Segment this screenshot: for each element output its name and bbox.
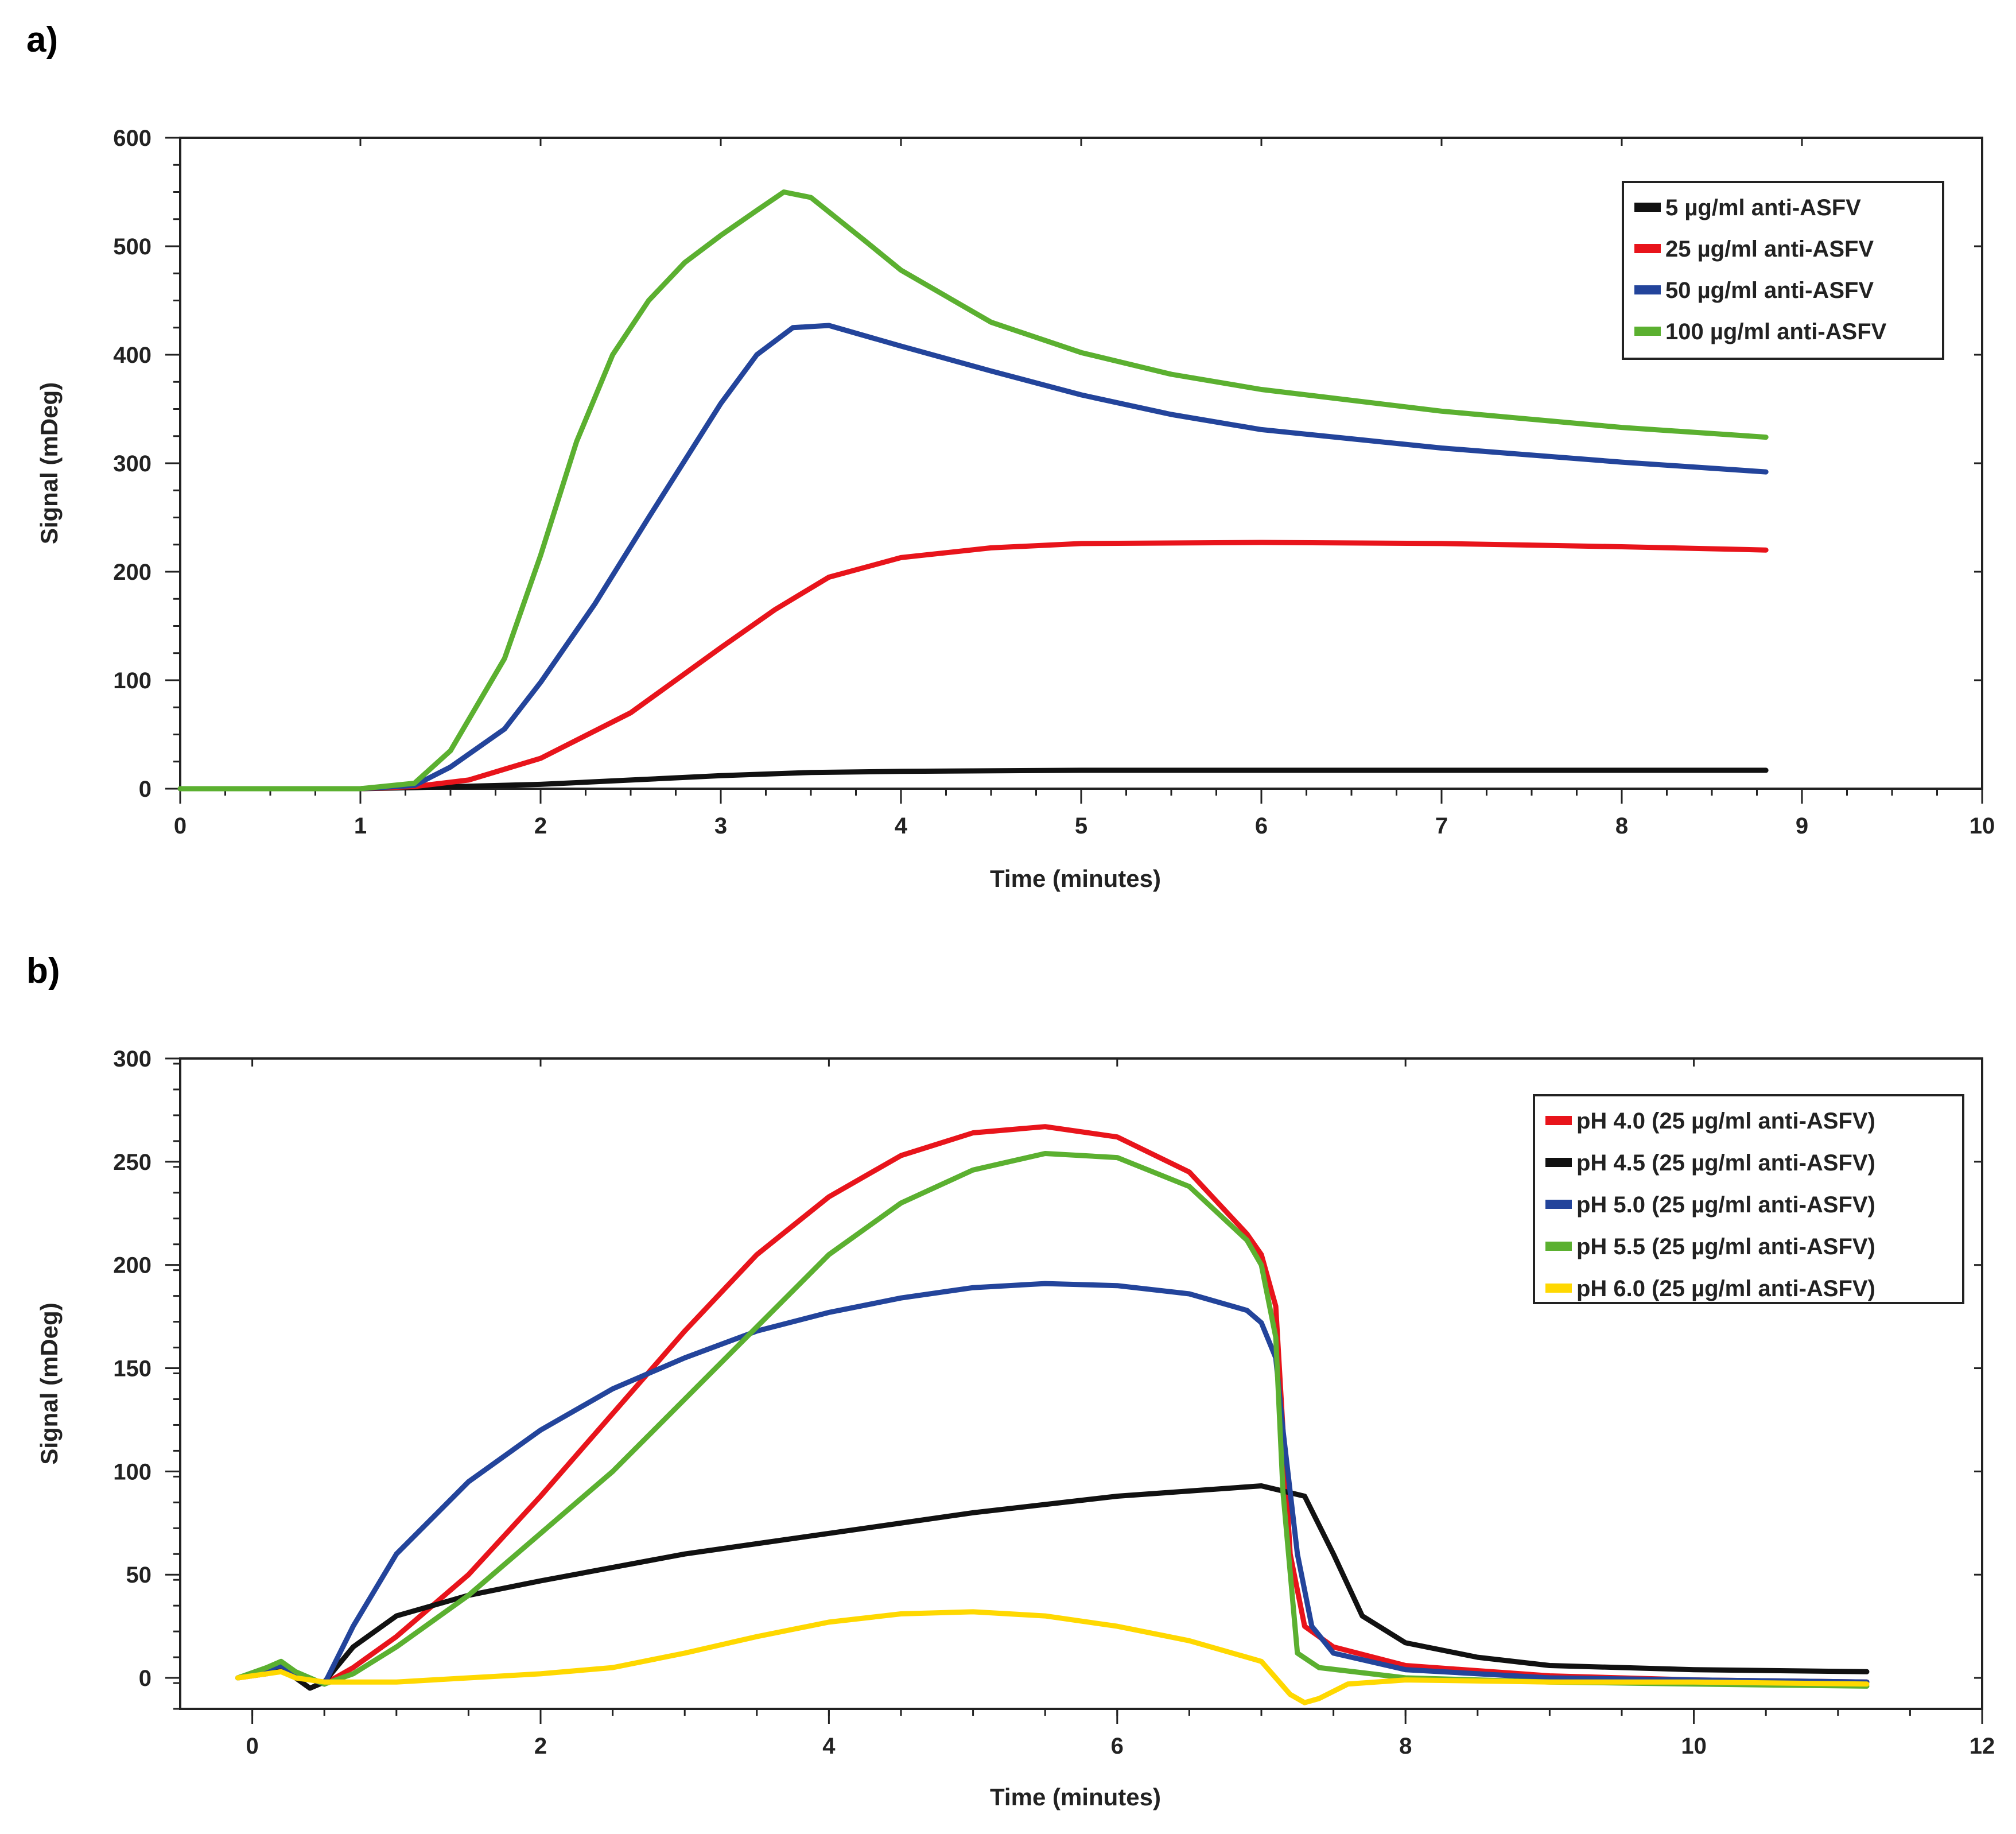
x-tick-label: 9: [1796, 813, 1808, 839]
series-line-2: [177, 540, 1769, 792]
y-tick-label: 100: [113, 1459, 152, 1484]
legend-label: 50 µg/ml anti-ASFV: [1665, 278, 1874, 303]
y-axis-title: Signal (mDeg): [36, 382, 63, 544]
legend-box: [1622, 181, 1944, 360]
legend-swatch: [1634, 244, 1661, 253]
legend-swatch: [1634, 327, 1661, 336]
x-tick-label: 4: [895, 813, 908, 839]
x-tick-label: 8: [1615, 813, 1628, 839]
legend-label: pH 6.0 (25 µg/ml anti-ASFV): [1576, 1276, 1875, 1301]
x-tick-label: 10: [1970, 813, 1995, 839]
y-tick-label: 100: [113, 668, 152, 693]
legend-swatch: [1545, 1158, 1572, 1167]
x-tick-label: 4: [822, 1734, 836, 1759]
y-tick-label: 0: [139, 1666, 152, 1691]
legend-swatch: [1545, 1200, 1572, 1209]
legend: 5 µg/ml anti-ASFV 25 µg/ml anti-ASFV 50 µg…: [1622, 181, 1944, 360]
y-tick-label: 300: [113, 451, 152, 476]
chart-panel-b: b) 0 2 4 6 8 10 12 0 50 100 150 200 250 300 Time (minut…: [26, 951, 1995, 1810]
legend-label: pH 5.0 (25 µg/ml anti-ASFV): [1576, 1192, 1875, 1218]
legend: pH 4.0 (25 µg/ml anti-ASFV) pH 4.5 (25 µg…: [1533, 1094, 1964, 1304]
legend-label: 100 µg/ml anti-ASFV: [1665, 319, 1887, 344]
x-tick-label: 3: [714, 813, 727, 839]
series-line-3: [177, 323, 1769, 792]
y-tick-label: 500: [113, 234, 152, 259]
x-tick-label: 10: [1681, 1734, 1707, 1759]
y-tick-label: 600: [113, 126, 152, 151]
y-tick-label: 50: [126, 1562, 152, 1588]
y-tick-label: 200: [113, 560, 152, 585]
series-line-3: [235, 1281, 1870, 1687]
series-line-2: [235, 1483, 1870, 1691]
x-tick-label: 6: [1111, 1734, 1124, 1759]
legend-label: pH 5.5 (25 µg/ml anti-ASFV): [1576, 1234, 1875, 1259]
x-tick-label: 2: [534, 813, 547, 839]
legend-label: pH 4.0 (25 µg/ml anti-ASFV): [1576, 1108, 1875, 1134]
legend-swatch: [1545, 1116, 1572, 1125]
panel-label: a): [26, 20, 58, 60]
legend-swatch: [1545, 1242, 1572, 1251]
y-tick-label: 300: [113, 1046, 152, 1072]
y-tick-label: 0: [139, 777, 152, 802]
y-tick-label: 400: [113, 343, 152, 368]
y-axis-title: Signal (mDeg): [36, 1302, 63, 1464]
x-tick-label: 12: [1970, 1734, 1995, 1759]
x-tick-label: 1: [354, 813, 367, 839]
legend-label: pH 4.5 (25 µg/ml anti-ASFV): [1576, 1150, 1875, 1176]
series-line-5: [235, 1609, 1870, 1705]
legend-label: 5 µg/ml anti-ASFV: [1665, 195, 1861, 220]
x-axis-title: Time (minutes): [990, 865, 1161, 892]
plot-frame: [179, 1057, 1983, 1710]
series-line-4: [177, 189, 1769, 792]
series-line-4: [235, 1151, 1870, 1689]
panel-label: b): [26, 951, 60, 991]
y-tick-label: 200: [113, 1253, 152, 1278]
legend-label: 25 µg/ml anti-ASFV: [1665, 236, 1874, 262]
legend-box: [1533, 1094, 1964, 1304]
legend-swatch: [1634, 203, 1661, 212]
legend-swatch: [1634, 285, 1661, 294]
x-axis-title: Time (minutes): [990, 1783, 1161, 1810]
y-tick-label: 150: [113, 1356, 152, 1382]
x-tick-label: 0: [246, 1734, 258, 1759]
x-tick-label: 2: [534, 1734, 547, 1759]
x-tick-label: 0: [174, 813, 187, 839]
x-tick-label: 5: [1075, 813, 1087, 839]
x-tick-label: 6: [1255, 813, 1268, 839]
y-tick-label: 250: [113, 1150, 152, 1175]
legend-swatch: [1545, 1284, 1572, 1293]
x-tick-label: 8: [1399, 1734, 1412, 1759]
x-tick-label: 7: [1435, 813, 1448, 839]
